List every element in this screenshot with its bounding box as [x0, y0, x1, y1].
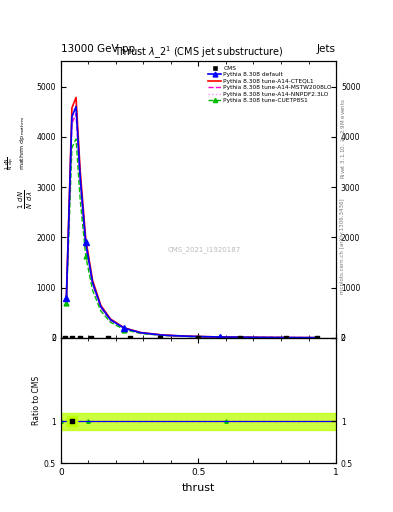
- Point: [88, 334, 94, 342]
- Point: [69, 417, 75, 425]
- Point: [195, 334, 202, 342]
- Y-axis label: Ratio to CMS: Ratio to CMS: [32, 376, 41, 425]
- Text: mcplots.cern.ch [arXiv:1306.3436]: mcplots.cern.ch [arXiv:1306.3436]: [340, 198, 345, 293]
- Point: [127, 334, 133, 342]
- X-axis label: thrust: thrust: [182, 483, 215, 493]
- Y-axis label: $\frac{1}{N}\,\frac{dN}{d\lambda}$: $\frac{1}{N}\,\frac{dN}{d\lambda}$: [17, 190, 35, 209]
- Point: [69, 334, 75, 342]
- Legend: CMS, Pythia 8.308 default, Pythia 8.308 tune-A14-CTEQL1, Pythia 8.308 tune-A14-M: CMS, Pythia 8.308 default, Pythia 8.308 …: [206, 63, 334, 105]
- Point: [105, 334, 111, 342]
- Point: [314, 334, 320, 342]
- Text: CMS_2021_I1920187: CMS_2021_I1920187: [167, 246, 241, 253]
- Bar: [61, 413, 336, 430]
- Text: $\mathrm{\frac{1}{N}\,\frac{dN}{d\,p}}$
$\mathrm{mathrm\,d\,p_{mathrm}}$: $\mathrm{\frac{1}{N}\,\frac{dN}{d\,p}}$ …: [4, 116, 28, 170]
- Text: Rivet 3.1.10, $\geq$ 2.9M events: Rivet 3.1.10, $\geq$ 2.9M events: [340, 98, 347, 179]
- Point: [62, 334, 68, 342]
- Point: [237, 334, 243, 342]
- Point: [157, 334, 163, 342]
- Point: [77, 334, 83, 342]
- Point: [283, 334, 290, 342]
- Text: Jets: Jets: [317, 44, 336, 54]
- Point: [69, 417, 75, 425]
- Title: Thrust $\lambda\_2^1$ (CMS jet substructure): Thrust $\lambda\_2^1$ (CMS jet substruct…: [114, 45, 283, 61]
- Text: 13000 GeV pp: 13000 GeV pp: [61, 44, 135, 54]
